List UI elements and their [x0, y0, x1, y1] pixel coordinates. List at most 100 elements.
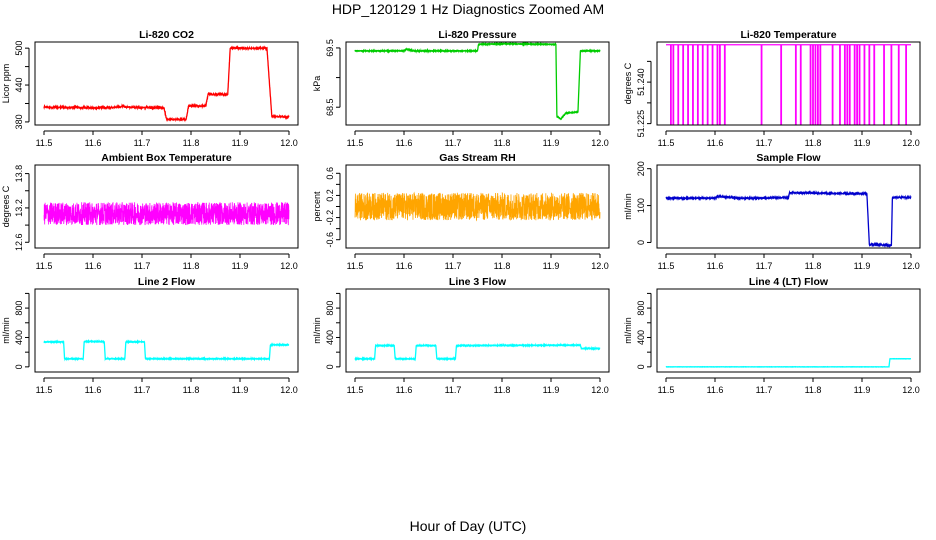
y-axis-label: ml/min — [312, 317, 322, 344]
panel-title: Sample Flow — [756, 152, 821, 164]
x-tick-label: 11.8 — [183, 261, 200, 271]
x-tick-label: 11.7 — [445, 261, 462, 271]
x-tick-label: 12.0 — [902, 261, 920, 271]
series-line — [354, 191, 601, 222]
x-axis-label: Hour of Day (UTC) — [409, 518, 527, 534]
series-line — [43, 202, 290, 226]
x-tick-label: 11.5 — [658, 261, 675, 271]
y-tick-label: 0 — [636, 240, 646, 245]
x-tick-label: 11.9 — [543, 261, 560, 271]
x-tick-label: 11.9 — [854, 385, 871, 395]
panel-9: Line 4 (LT) Flow ml/min 11.5 11.6 11.7 11.8 11… — [623, 276, 921, 395]
panel-title: Ambient Box Temperature — [101, 152, 232, 164]
x-tick-label: 12.0 — [902, 138, 920, 148]
x-tick-label: 11.5 — [347, 138, 364, 148]
x-tick-label: 12.0 — [280, 261, 298, 271]
x-tick-label: 11.7 — [445, 138, 462, 148]
x-tick-label: 11.6 — [85, 138, 102, 148]
y-tick-label: 200 — [636, 161, 646, 176]
data-layer — [43, 202, 290, 226]
plot-frame — [656, 164, 921, 249]
x-tick-label: 11.8 — [494, 138, 511, 148]
plot-frame — [345, 41, 610, 126]
x-tick-label: 11.6 — [85, 385, 102, 395]
y-tick-label: 0 — [325, 364, 335, 369]
y-tick-label: -0.6 — [325, 232, 335, 248]
y-tick-label: 69.5 — [325, 39, 335, 57]
y-axis-label: ml/min — [623, 193, 633, 220]
y-tick-label: 400 — [325, 330, 335, 345]
plot-frame — [34, 288, 299, 373]
y-tick-label: 51.225 — [636, 110, 646, 138]
y-tick-label: -0.2 — [325, 210, 335, 226]
x-tick-label: 11.6 — [396, 138, 413, 148]
x-tick-label: 12.0 — [280, 138, 298, 148]
y-tick-label: 51.240 — [636, 68, 646, 96]
x-tick-label: 11.5 — [347, 385, 364, 395]
x-tick-label: 11.7 — [134, 261, 151, 271]
y-tick-label: 13.8 — [14, 165, 24, 183]
plot-frame — [656, 288, 921, 373]
y-tick-label: 500 — [14, 41, 24, 56]
x-tick-label: 11.5 — [347, 261, 364, 271]
plot-frame — [345, 288, 610, 373]
plot-frame — [34, 164, 299, 249]
x-tick-label: 12.0 — [591, 385, 609, 395]
series-line — [43, 338, 290, 362]
data-layer — [354, 42, 601, 121]
y-axis-label: ml/min — [1, 317, 11, 344]
y-tick-label: 400 — [636, 330, 646, 345]
panel-2: Li-820 Pressure kPa 11.5 11.6 11.7 11.8 11.9 12… — [312, 29, 610, 148]
y-tick-label: 68.5 — [325, 98, 335, 116]
y-tick-label: 0 — [636, 364, 646, 369]
series-line — [354, 342, 601, 362]
panel-title: Li-820 Pressure — [438, 29, 516, 41]
panel-5: Gas Stream RH percent 11.5 11.6 11.7 11.8 11.9… — [312, 152, 610, 271]
series-line — [665, 189, 912, 248]
panel-3: Li-820 Temperature degrees C 11.5 11.6 11.7 1… — [623, 29, 921, 148]
x-tick-label: 11.8 — [805, 385, 822, 395]
x-tick-label: 11.9 — [232, 261, 249, 271]
x-tick-label: 11.9 — [854, 138, 871, 148]
data-layer — [665, 357, 912, 368]
x-tick-label: 11.9 — [854, 261, 871, 271]
x-tick-label: 11.9 — [543, 138, 560, 148]
y-tick-label: 100 — [636, 198, 646, 213]
x-tick-label: 11.8 — [494, 385, 511, 395]
panel-title: Li-820 CO2 — [139, 29, 194, 41]
plot-frame — [656, 41, 921, 126]
panel-title: Line 3 Flow — [449, 276, 507, 288]
panel-title: Line 4 (LT) Flow — [749, 276, 829, 288]
panel-title: Gas Stream RH — [439, 152, 515, 164]
x-tick-label: 11.7 — [134, 385, 151, 395]
x-tick-label: 12.0 — [591, 261, 609, 271]
y-axis-label: degrees C — [1, 185, 11, 227]
panel-7: Line 2 Flow ml/min 11.5 11.6 11.7 11.8 11.9 12.… — [1, 276, 299, 395]
x-tick-label: 11.9 — [543, 385, 560, 395]
x-tick-label: 11.9 — [232, 385, 249, 395]
x-tick-label: 11.6 — [707, 385, 724, 395]
plot-frame — [345, 164, 610, 249]
y-tick-label: 380 — [14, 114, 24, 129]
panel-4: Ambient Box Temperature degrees C 11.5 11.6… — [1, 152, 299, 271]
x-tick-label: 11.7 — [134, 138, 151, 148]
x-tick-label: 11.9 — [232, 138, 249, 148]
y-tick-label: 440 — [14, 78, 24, 93]
x-tick-label: 11.6 — [707, 138, 724, 148]
plot-frame — [34, 41, 299, 126]
series-line — [665, 357, 912, 368]
x-tick-label: 12.0 — [280, 385, 298, 395]
y-tick-label: 800 — [325, 301, 335, 316]
panel-title: Line 2 Flow — [138, 276, 196, 288]
y-tick-label: 0.6 — [325, 167, 335, 180]
x-tick-label: 11.6 — [396, 385, 413, 395]
x-tick-label: 11.5 — [36, 138, 53, 148]
y-tick-label: 0 — [14, 364, 24, 369]
x-tick-label: 11.8 — [805, 138, 822, 148]
data-layer — [43, 338, 290, 362]
panel-title: Li-820 Temperature — [740, 29, 836, 41]
panel-6: Sample Flow ml/min 11.5 11.6 11.7 11.8 11.9 12.… — [623, 152, 921, 271]
data-layer — [665, 189, 912, 248]
y-axis-label: degrees C — [623, 62, 633, 104]
